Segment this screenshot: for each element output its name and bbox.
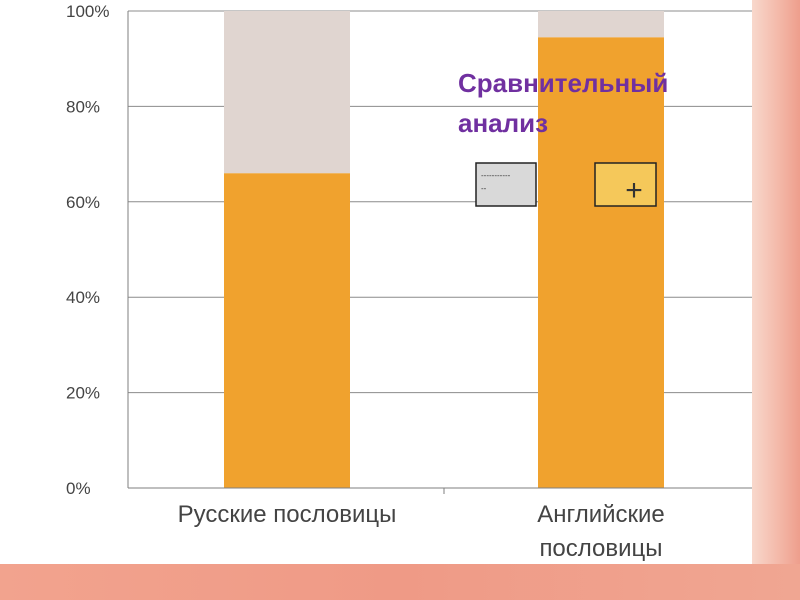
bar-1-series-2 — [224, 11, 350, 174]
chart-title-line-1: Сравнительный — [458, 68, 668, 98]
legend-box-minus — [475, 162, 537, 207]
stacked-bar-chart: 0% 20% 40% 60% 80% 100% Русские пословицы Англи… — [66, 2, 752, 562]
y-tick-label-100: 100% — [66, 2, 109, 21]
chart-area: 0% 20% 40% 60% 80% 100% Русские пословицы Англи… — [66, 2, 752, 562]
y-tick-label-60: 60% — [66, 193, 100, 212]
x-category-label-2-line-1: Английские — [537, 501, 665, 528]
y-tick-label-20: 20% — [66, 384, 100, 403]
decorative-border-right — [752, 0, 800, 600]
x-category-label-2-line-2: пословицы — [539, 535, 662, 562]
y-tick-label-80: 80% — [66, 97, 100, 116]
chart-title-line-2: анализ — [458, 108, 548, 138]
decorative-border-bottom — [0, 564, 800, 600]
y-tick-label-40: 40% — [66, 288, 100, 307]
legend-label-minus: ----------- — [481, 171, 511, 180]
x-category-label-1: Русские пословицы — [178, 501, 397, 528]
bar-2-series-2 — [538, 11, 664, 38]
y-tick-label-0: 0% — [66, 479, 91, 498]
legend-box-plus — [594, 162, 657, 207]
legend-label-plus: + — [625, 174, 643, 207]
legend-label-minus-wrap: -- — [481, 184, 487, 193]
bar-2-series-1 — [538, 37, 664, 489]
bar-1-series-1 — [224, 173, 350, 488]
